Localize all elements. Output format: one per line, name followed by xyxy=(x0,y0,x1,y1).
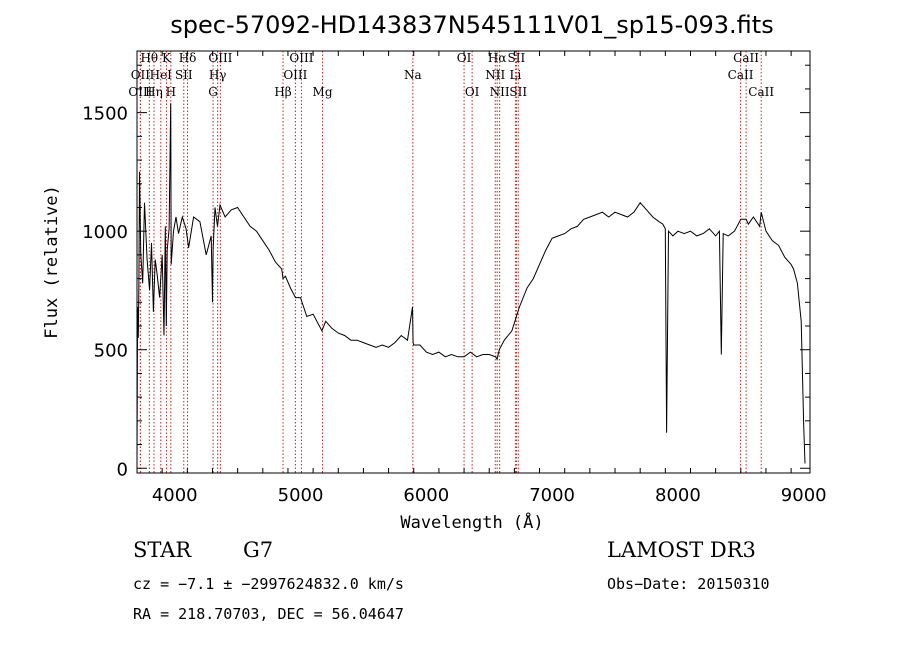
line-marker-label: CaII xyxy=(728,68,754,82)
y-axis-label: Flux (relative) xyxy=(42,185,62,339)
coordinates: RA = 218.70703, DEC = 56.04647 xyxy=(133,605,404,623)
x-tick-label: 8000 xyxy=(655,485,701,506)
line-marker-label: Mg xyxy=(313,85,333,99)
line-marker-label: H xyxy=(166,85,176,99)
y-tick-label: 0 xyxy=(117,459,128,480)
x-tick-label: 7000 xyxy=(529,485,575,506)
x-axis-label: Wavelength (Å) xyxy=(400,511,543,533)
line-marker-label: OIII xyxy=(283,68,307,82)
line-marker-label: Hγ xyxy=(209,68,227,82)
line-marker-label: OI xyxy=(457,51,472,65)
line-marker-label: OII xyxy=(131,68,151,82)
x-tick-label: 4000 xyxy=(152,485,198,506)
line-marker-label: SII xyxy=(175,68,193,82)
line-marker-label: OIII xyxy=(128,85,152,99)
x-tick-label: 5000 xyxy=(278,485,324,506)
line-marker-label: Hβ xyxy=(274,85,291,99)
line-marker-label: NII xyxy=(485,68,505,82)
line-marker-label: SII xyxy=(509,85,527,99)
line-marker-label: OI xyxy=(465,85,480,99)
redshift-readout: cz = −7.1 ± −2997624832.0 km/s xyxy=(133,575,404,593)
survey-name: LAMOST DR3 xyxy=(607,538,756,562)
observation-date: Obs−Date: 20150310 xyxy=(607,575,770,593)
line-marker-label: Li xyxy=(509,68,521,82)
line-marker-label: OIII xyxy=(289,51,313,65)
spectrum-line xyxy=(136,103,806,464)
y-tick-label: 1500 xyxy=(82,104,128,125)
object-class: STAR xyxy=(133,538,192,562)
line-marker-label: Na xyxy=(404,68,422,82)
x-tick-label: 6000 xyxy=(403,485,449,506)
x-axis-ticks: 4000 5000 6000 7000 8000 9000 xyxy=(136,51,827,506)
line-marker-label: CaII xyxy=(733,51,759,65)
line-marker-label: NII xyxy=(490,85,510,99)
line-marker-label: HeI xyxy=(150,68,173,82)
y-axis-ticks: 0 500 1000 1500 xyxy=(82,64,810,480)
x-tick-label: 9000 xyxy=(781,485,827,506)
line-marker-label: Hα xyxy=(488,51,507,65)
line-marker-label: Hη xyxy=(145,85,163,99)
plot-frame xyxy=(136,50,811,474)
line-marker-label: G xyxy=(208,85,218,99)
line-marker-label: OIII xyxy=(208,51,232,65)
line-marker-label: Hθ xyxy=(140,51,158,65)
chart-title: spec-57092-HD143837N545111V01_sp15-093.f… xyxy=(170,11,773,39)
line-marker-label: Hδ xyxy=(179,51,197,65)
y-tick-label: 1000 xyxy=(82,222,128,243)
spectral-subclass: G7 xyxy=(243,538,273,562)
line-marker-label: SII xyxy=(508,51,526,65)
line-marker-label: K xyxy=(162,51,172,65)
y-tick-label: 500 xyxy=(94,341,128,362)
line-marker-label: CaII xyxy=(748,85,774,99)
